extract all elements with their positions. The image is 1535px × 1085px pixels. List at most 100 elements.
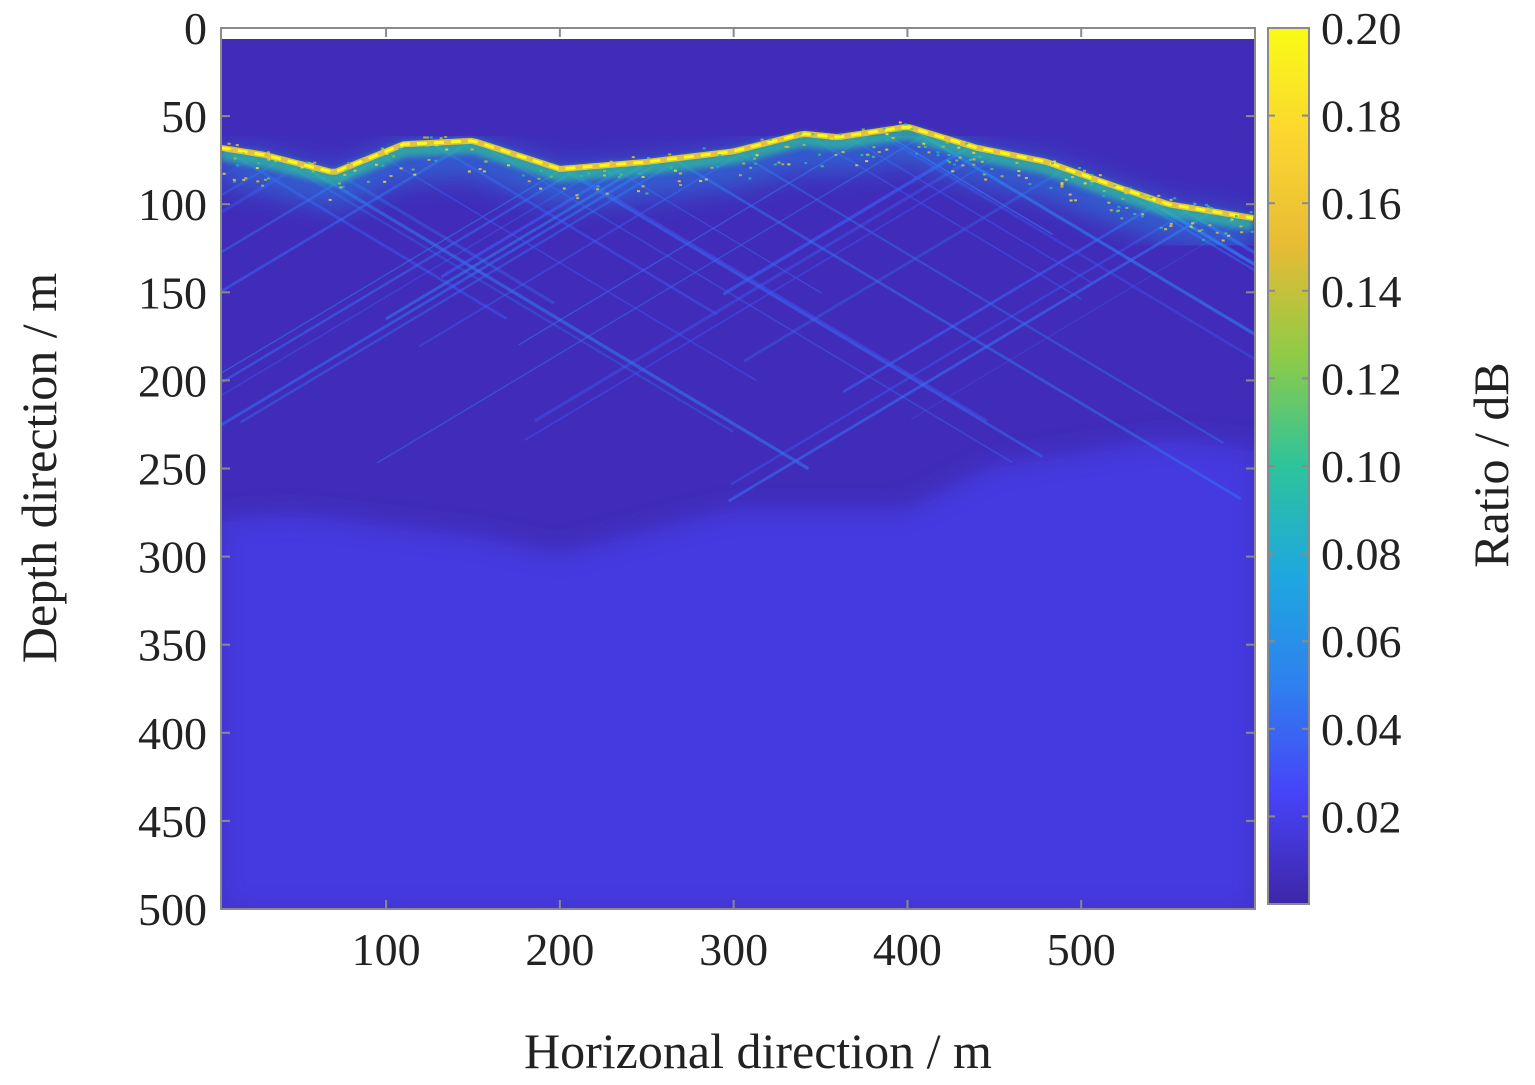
surface-speckle	[607, 171, 611, 174]
surface-speckle	[1017, 174, 1021, 177]
y-axis-label: Depth direction / m	[11, 273, 67, 663]
surface-speckle	[641, 175, 645, 178]
surface-speckle	[1083, 182, 1087, 185]
surface-speckle	[562, 187, 566, 190]
surface-speckle	[704, 178, 708, 181]
surface-speckle	[609, 160, 613, 163]
surface-speckle	[749, 166, 753, 169]
surface-speckle	[882, 127, 886, 130]
surface-speckle	[347, 161, 351, 164]
surface-speckle	[1227, 234, 1231, 237]
streak-line	[842, 200, 1162, 394]
colorbar-label: Ratio / dB	[1463, 362, 1519, 568]
surface-speckle	[427, 158, 431, 161]
surface-speckle	[936, 154, 940, 157]
surface-speckle	[232, 178, 236, 181]
surface-speckle	[603, 174, 607, 177]
surface-speckle	[647, 157, 651, 160]
surface-speckle	[275, 161, 279, 164]
surface-speckle	[1240, 231, 1244, 234]
colorbar-tick-label: 0.10	[1321, 441, 1402, 492]
surface-speckle	[1157, 194, 1161, 197]
surface-speckle	[549, 168, 553, 171]
surface-speckle	[917, 145, 921, 148]
y-tick-label: 300	[138, 532, 207, 583]
streak-line	[221, 158, 665, 427]
surface-speckle	[1028, 183, 1032, 186]
surface-speckle	[549, 175, 553, 178]
surface-speckle	[228, 149, 232, 152]
streak-line	[533, 148, 989, 423]
surface-speckle	[898, 121, 902, 124]
surface-speckle	[1160, 203, 1164, 206]
surface-speckle	[521, 174, 525, 177]
interface-surface-band	[221, 121, 1255, 253]
surface-speckle	[617, 175, 621, 178]
y-tick-label: 150	[138, 267, 207, 318]
surface-speckle	[1117, 205, 1121, 208]
surface-speckle	[678, 172, 682, 175]
surface-speckle	[818, 153, 822, 156]
surface-speckle	[645, 192, 649, 195]
surface-speckle	[467, 170, 471, 173]
surface-speckle	[346, 167, 350, 170]
surface-speckle	[1230, 218, 1234, 221]
surface-speckle	[242, 178, 246, 181]
surface-speckle	[353, 169, 357, 172]
surface-speckle	[946, 159, 950, 162]
plot-area	[221, 39, 1255, 909]
surface-speckle	[866, 154, 870, 157]
y-tick-label: 250	[138, 444, 207, 495]
surface-speckle	[1140, 215, 1144, 218]
streak-line	[274, 156, 734, 433]
surface-speckle	[947, 153, 951, 156]
surface-speckle	[786, 145, 790, 148]
surface-speckle	[855, 164, 859, 167]
streak-line	[730, 207, 1194, 486]
surface-speckle	[413, 173, 417, 176]
surface-speckle	[972, 151, 976, 154]
surface-speckle	[434, 159, 438, 162]
colorbar-tick-label: 0.14	[1321, 266, 1402, 317]
surface-speckle	[1125, 206, 1129, 209]
surface-speckle	[1169, 225, 1173, 228]
surface-speckle	[575, 194, 579, 197]
surface-speckle	[328, 198, 332, 201]
surface-speckle	[227, 142, 231, 145]
streak-line	[221, 166, 582, 385]
surface-speckle	[748, 177, 752, 180]
streak-line	[564, 167, 988, 423]
colorbar-tick-label: 0.08	[1321, 529, 1402, 580]
surface-speckle	[596, 188, 600, 191]
surface-speckle	[978, 155, 982, 158]
streak-line	[298, 162, 810, 471]
surface-speckle	[742, 162, 746, 165]
x-tick-label: 400	[873, 924, 942, 975]
y-tick-label: 450	[138, 796, 207, 847]
surface-speckle	[990, 167, 994, 170]
surface-speckle	[637, 190, 641, 193]
streak-line	[221, 139, 474, 293]
surface-speckle	[1060, 182, 1064, 185]
surface-speckle	[1191, 226, 1195, 229]
surface-speckle	[235, 164, 239, 167]
surface-speckle	[673, 169, 677, 172]
surface-speckle	[1082, 169, 1086, 172]
surface-speckle	[232, 180, 236, 183]
surface-speckle	[885, 138, 889, 141]
surface-speckle	[923, 145, 927, 148]
surface-speckle	[381, 164, 385, 167]
surface-speckle	[1198, 229, 1202, 232]
surface-speckle	[781, 163, 785, 166]
surface-speckle	[972, 158, 976, 161]
surface-speckle	[313, 161, 317, 164]
surface-speckle	[341, 185, 345, 188]
streak-line	[378, 153, 757, 382]
surface-speckle	[1124, 192, 1128, 195]
surface-speckle	[958, 156, 962, 159]
surface-speckle	[1064, 178, 1068, 181]
surface-speckle	[478, 168, 482, 171]
surface-speckle	[257, 162, 261, 165]
surface-speckle	[411, 168, 415, 171]
surface-speckle	[1204, 214, 1208, 217]
